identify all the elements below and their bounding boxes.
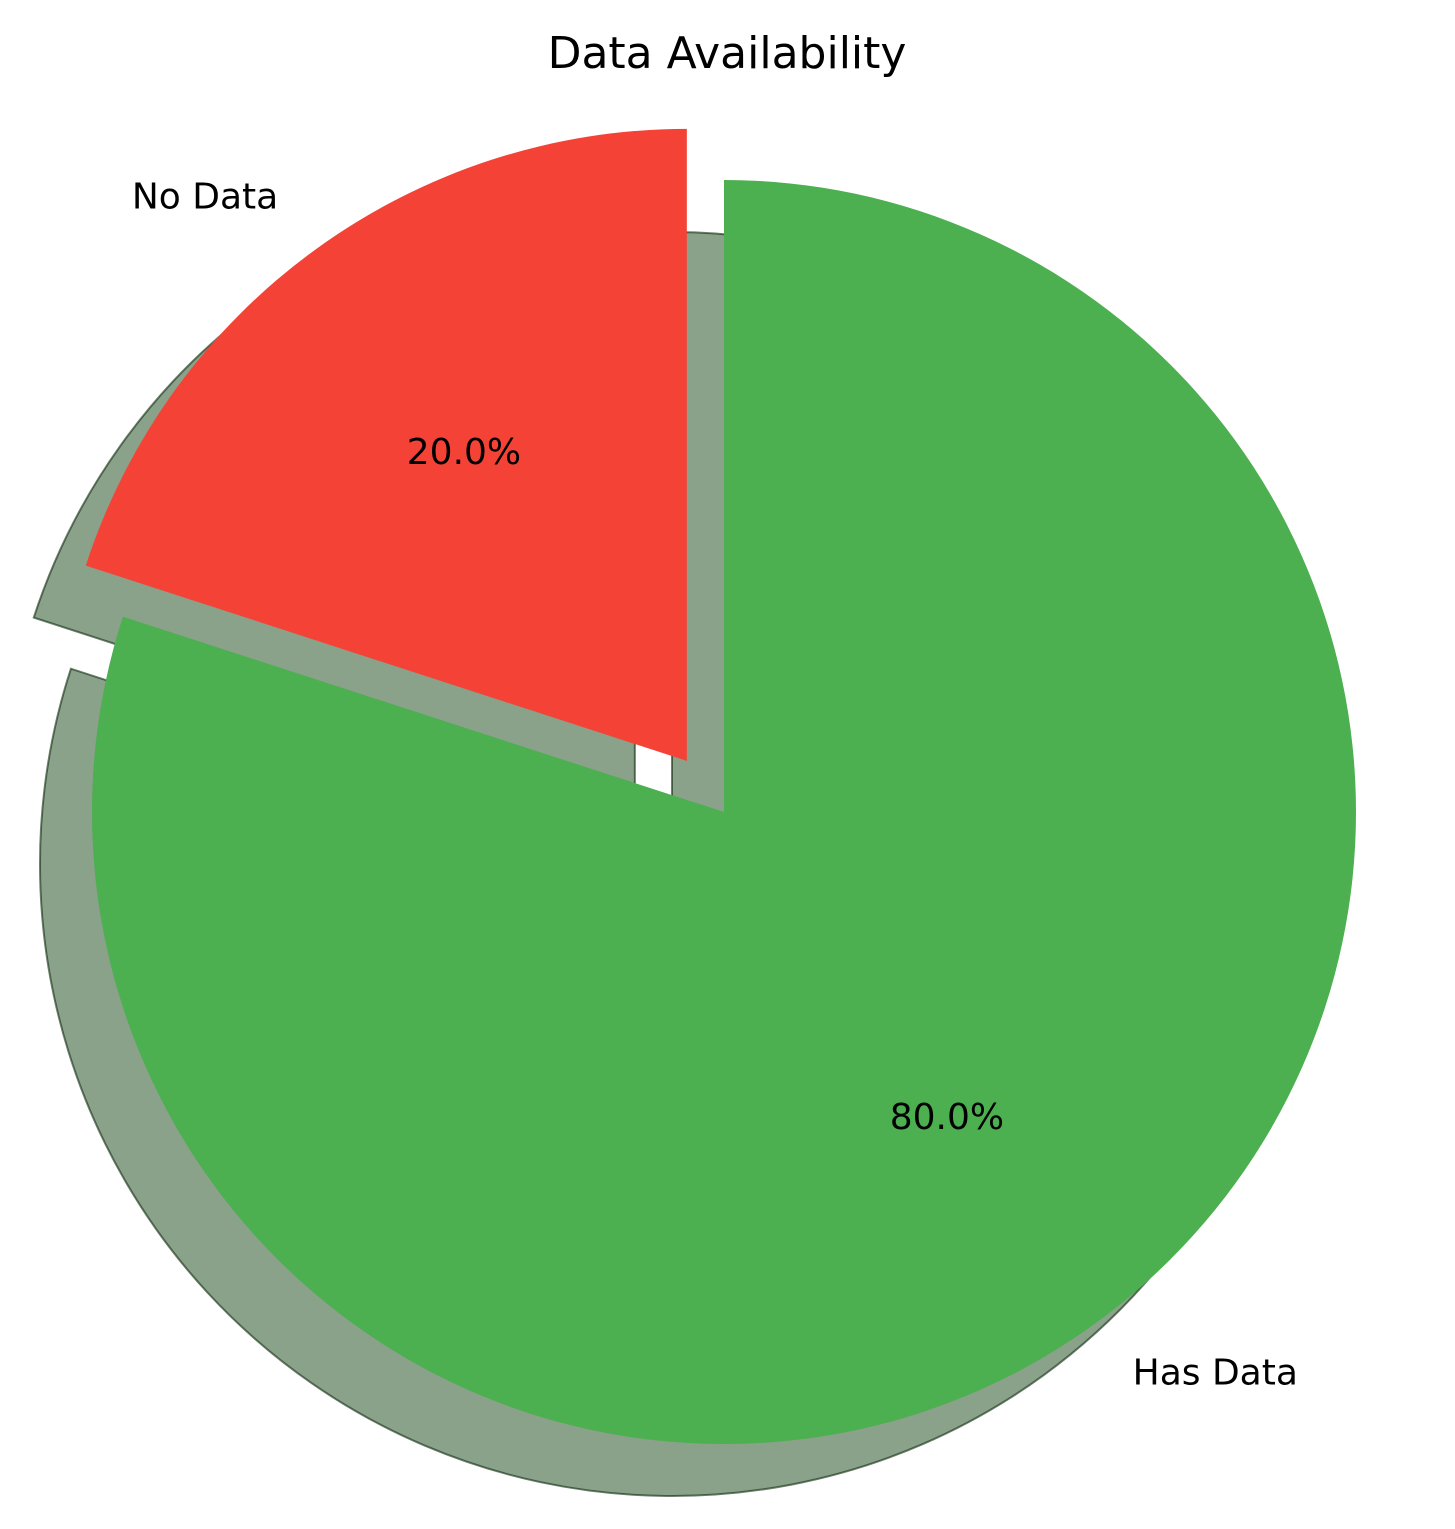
slice-layer bbox=[85, 128, 1356, 1444]
slice-label-has-data: Has Data bbox=[1133, 1352, 1298, 1393]
label-layer: Has Data 80.0% No Data 20.0% bbox=[132, 176, 1298, 1393]
pie-slice-no-data bbox=[85, 128, 687, 761]
slice-percent-no-data: 20.0% bbox=[407, 432, 521, 473]
chart-title: Data Availability bbox=[548, 28, 907, 79]
pie-slice-has-data bbox=[91, 180, 1356, 1444]
slice-percent-has-data: 80.0% bbox=[890, 1097, 1004, 1138]
slice-label-no-data: No Data bbox=[132, 176, 278, 217]
